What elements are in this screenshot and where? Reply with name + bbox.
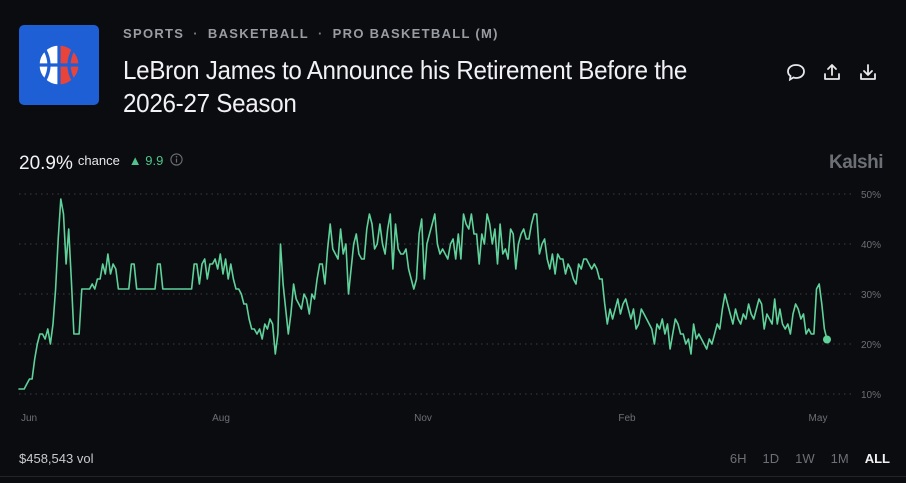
- y-tick-label: 30%: [861, 290, 881, 301]
- divider: [0, 476, 906, 477]
- breadcrumb-item[interactable]: PRO BASKETBALL (M): [332, 26, 499, 41]
- x-tick-label: Aug: [212, 413, 230, 424]
- range-1m-button[interactable]: 1M: [830, 451, 849, 466]
- market-icon: [19, 25, 99, 105]
- y-tick-label: 20%: [861, 340, 881, 351]
- share-icon[interactable]: [822, 62, 842, 82]
- breadcrumb: SPORTS · BASKETBALL · PRO BASKETBALL (M): [123, 26, 499, 41]
- range-1d-button[interactable]: 1D: [762, 451, 780, 466]
- price-chart: 50% 40% 30% 20% 10% Jun Aug Nov Feb May: [18, 190, 881, 424]
- range-1w-button[interactable]: 1W: [795, 451, 815, 466]
- range-selector: 6H 1D 1W 1M ALL: [730, 451, 890, 466]
- x-tick-label: Feb: [618, 413, 636, 424]
- info-icon[interactable]: [170, 153, 184, 171]
- brand-logo: Kalshi: [828, 152, 884, 173]
- delta-value: 9.9: [145, 153, 164, 168]
- y-tick-label: 40%: [861, 240, 881, 251]
- breadcrumb-item[interactable]: BASKETBALL: [207, 26, 310, 41]
- volume-label: $458,543 vol: [19, 451, 94, 466]
- chance-label: chance: [77, 153, 120, 168]
- basketball-icon: [36, 42, 82, 88]
- series-line: [18, 198, 828, 390]
- header-actions: [786, 62, 878, 82]
- comment-icon[interactable]: [786, 62, 806, 82]
- probability-stat: 20.9% chance ▲ 9.9: [19, 153, 184, 175]
- breadcrumb-item[interactable]: SPORTS: [123, 26, 185, 41]
- range-all-button[interactable]: ALL: [864, 451, 890, 466]
- chance-delta: ▲ 9.9: [129, 153, 164, 168]
- y-tick-label: 50%: [861, 190, 881, 201]
- page-title: LeBron James to Announce his Retirement …: [123, 55, 688, 118]
- x-tick-label: Jun: [21, 413, 37, 424]
- x-tick-label: May: [809, 413, 828, 424]
- y-tick-label: 10%: [861, 390, 881, 401]
- download-icon[interactable]: [858, 62, 878, 82]
- range-6h-button[interactable]: 6H: [729, 451, 747, 466]
- x-tick-label: Nov: [414, 413, 432, 424]
- delta-arrow-icon: ▲: [128, 153, 142, 168]
- chance-value: 20.9%: [19, 153, 73, 174]
- current-value-dot: [823, 335, 831, 344]
